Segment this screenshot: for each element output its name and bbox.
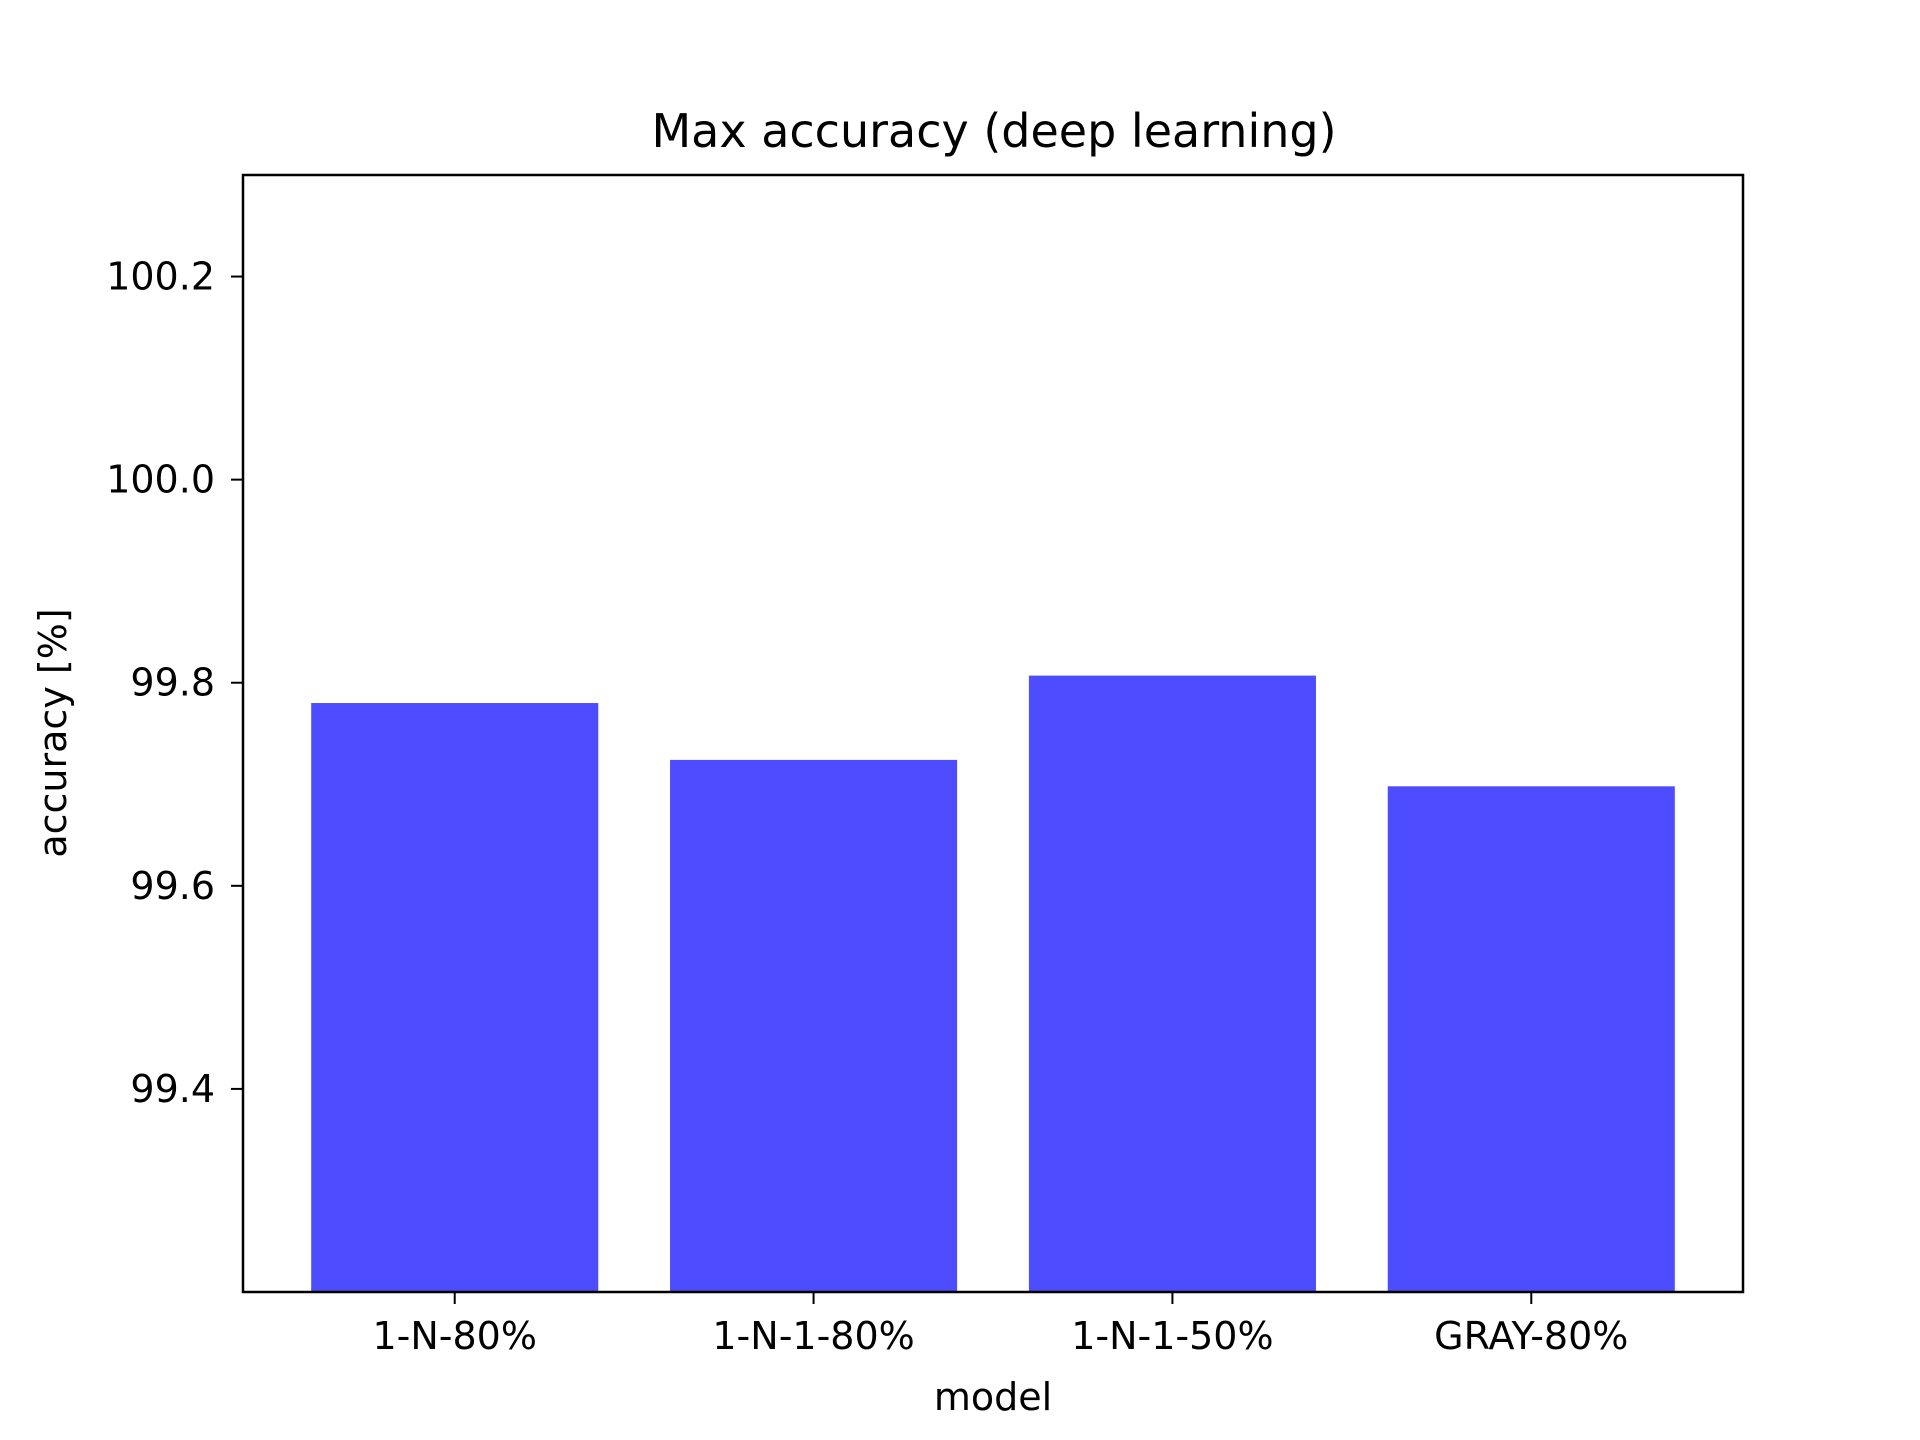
x-tick-label-4: GRAY-80% <box>1434 1314 1628 1358</box>
y-tick-label-3: 99.8 <box>130 661 215 705</box>
x-tick-label-1: 1-N-80% <box>372 1314 537 1358</box>
y-tick-label-5: 100.2 <box>106 255 215 299</box>
plot-frame <box>241 173 1745 1294</box>
y-tick-label-1: 99.4 <box>130 1067 215 1111</box>
x-axis-label: model <box>934 1375 1052 1419</box>
y-axis: 99.4 99.6 99.8 100.0 100.2 <box>106 255 243 1111</box>
y-tick-label-4: 100.0 <box>106 458 215 502</box>
x-tick-label-2: 1-N-1-80% <box>712 1314 914 1358</box>
bars-group <box>311 675 1675 1292</box>
bar-2 <box>670 759 958 1292</box>
bar-1 <box>311 703 599 1292</box>
bar-3 <box>1028 675 1316 1292</box>
y-axis-label: accuracy [%] <box>31 608 75 857</box>
bar-4 <box>1387 786 1675 1292</box>
chart-title: Max accuracy (deep learning) <box>651 104 1336 158</box>
y-tick-label-2: 99.6 <box>130 864 215 908</box>
x-tick-label-3: 1-N-1-50% <box>1071 1314 1273 1358</box>
x-axis: 1-N-80% 1-N-1-80% 1-N-1-50% GRAY-80% <box>372 1292 1628 1358</box>
